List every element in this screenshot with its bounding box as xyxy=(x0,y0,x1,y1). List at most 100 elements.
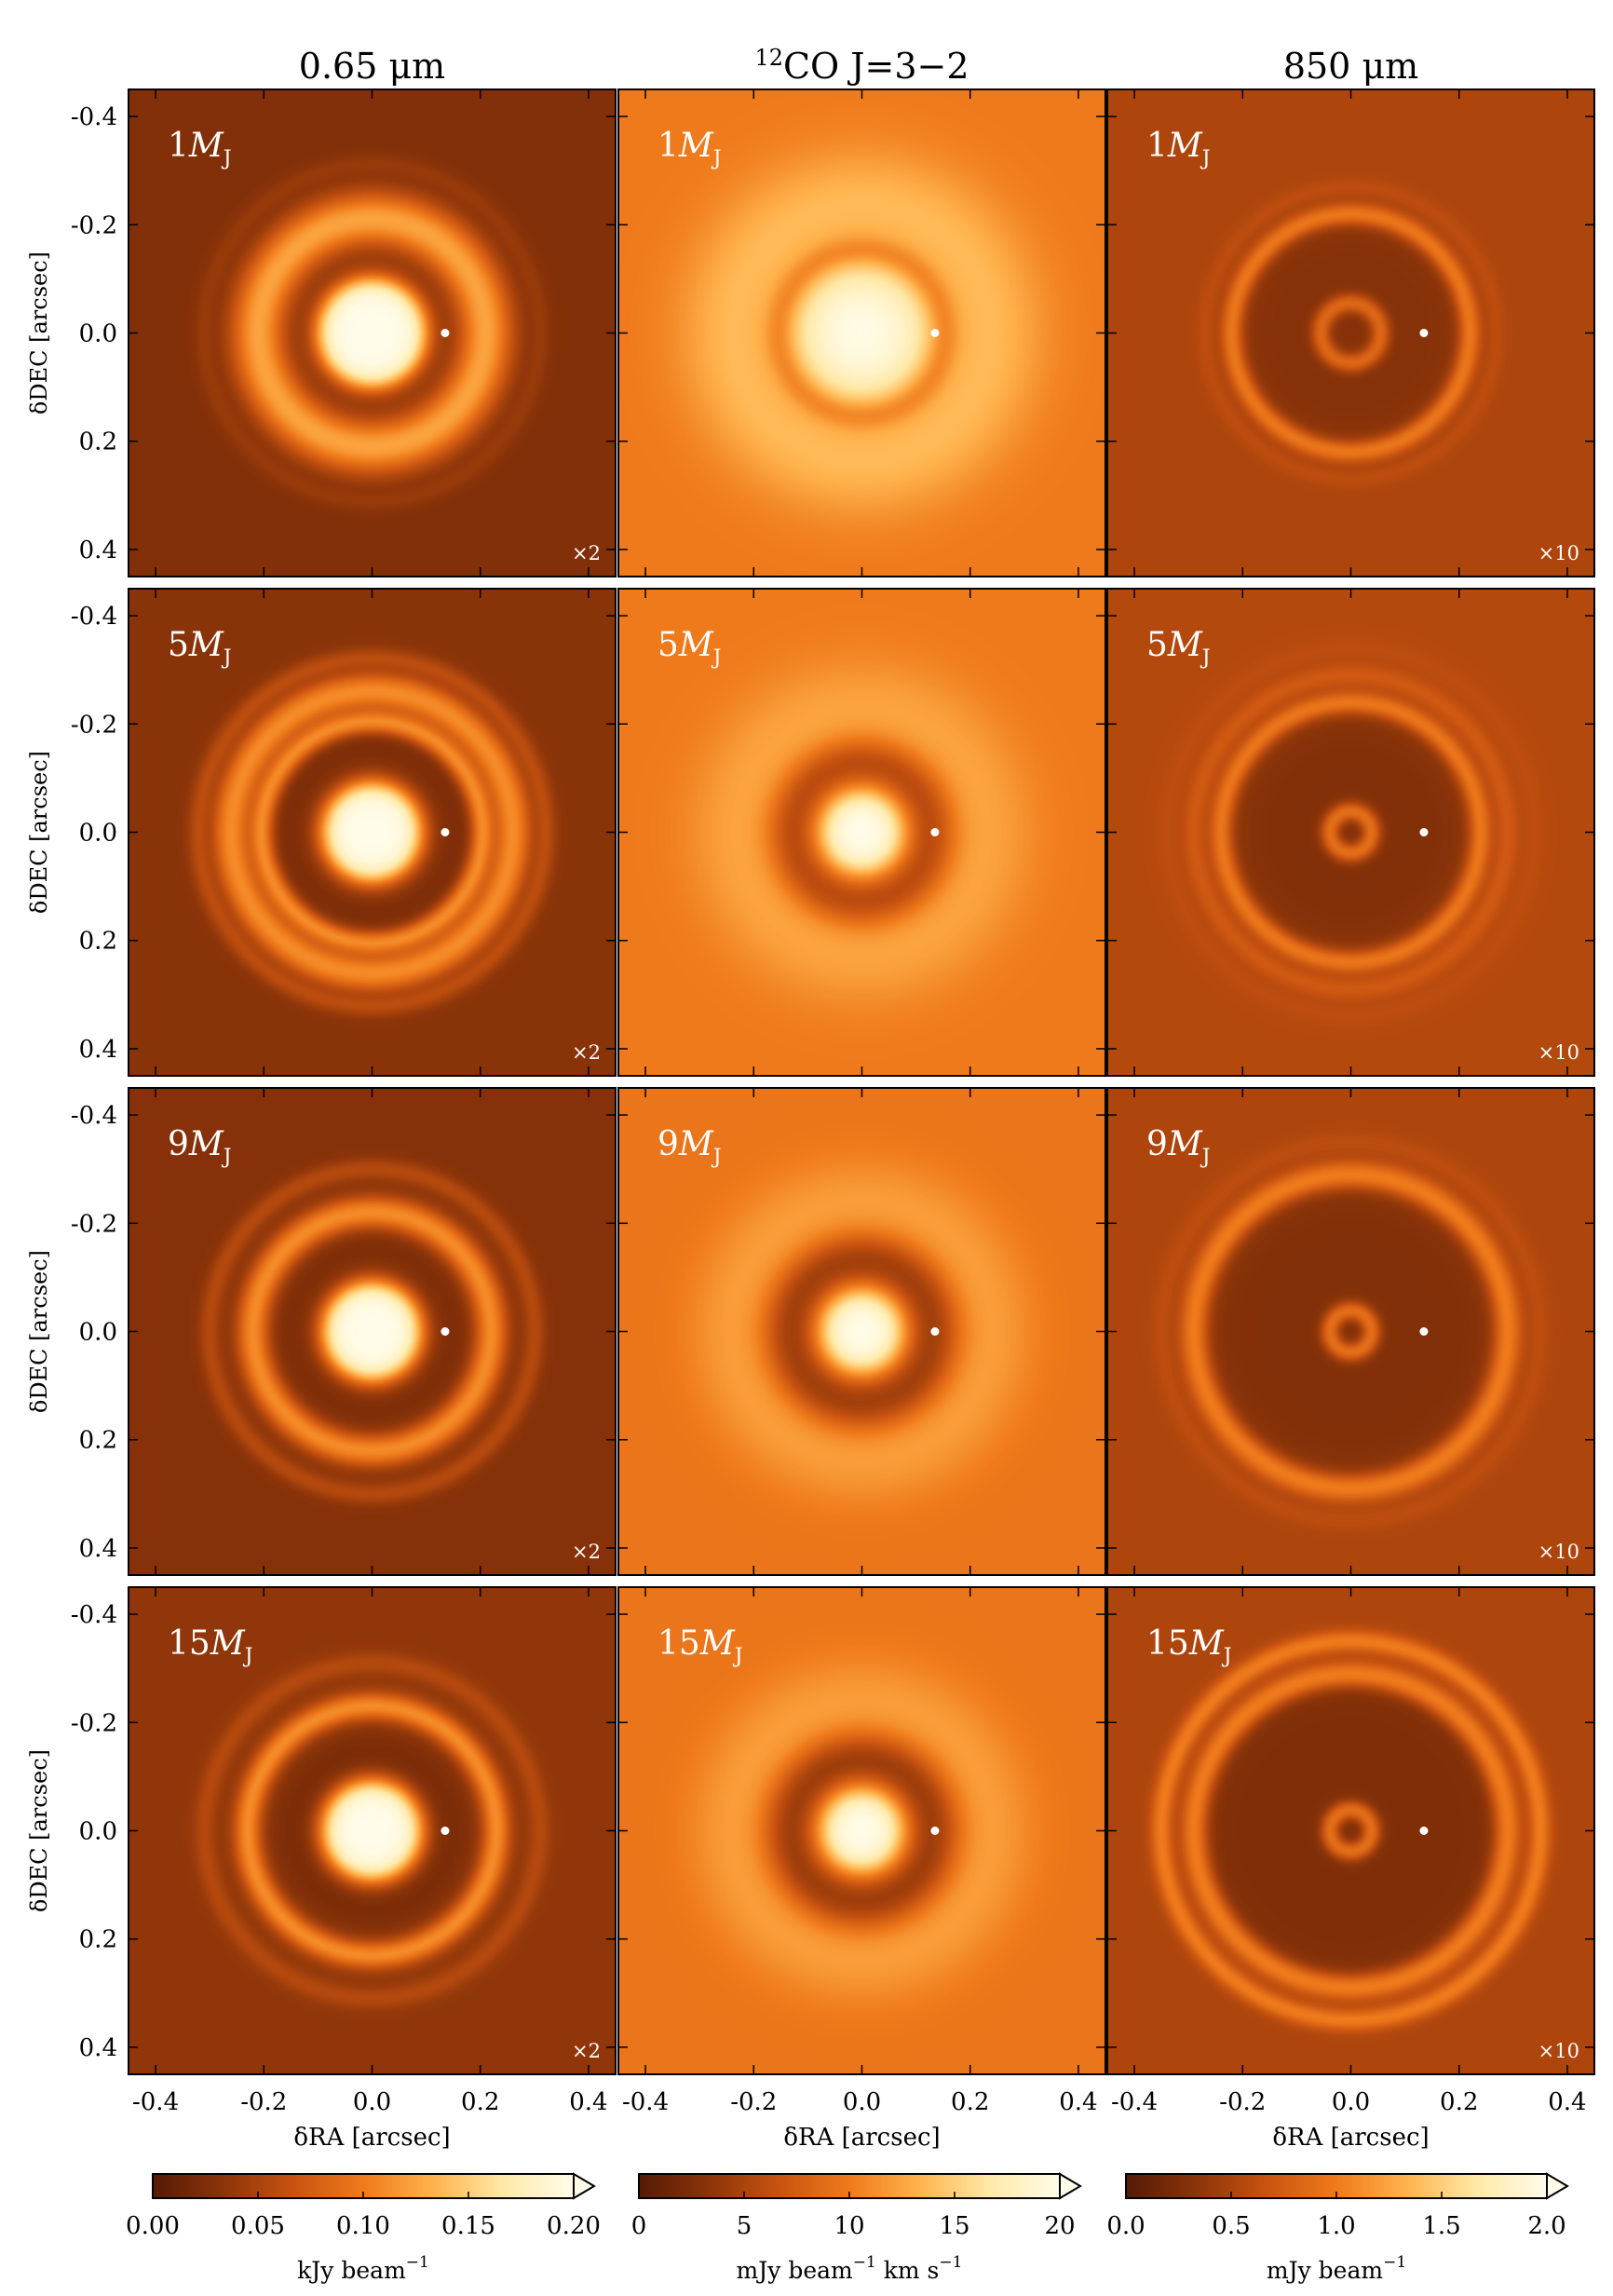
x-tick-label: -0.4 xyxy=(1111,2088,1158,2116)
y-tick-label: 0.0 xyxy=(79,820,117,848)
intensity-map xyxy=(618,89,1105,577)
map-panel-r0-c0: 1MJ ×2 xyxy=(129,89,616,577)
scale-multiplier: ×2 xyxy=(572,1041,601,1064)
map-panel-r3-c1: 15MJ xyxy=(618,1587,1105,2074)
mass-label: 5MJ xyxy=(657,626,722,670)
panel-grid: 1MJ ×2 1MJ 1MJ ×10 5MJ ×2 5MJ 5MJ ×10 9MJ ×2 9MJ 9MJ ×… xyxy=(129,89,1594,2074)
scale-multiplier: ×2 xyxy=(572,542,601,564)
mass-label: 9MJ xyxy=(657,1125,722,1169)
colorbar-tick-label: 1.0 xyxy=(1317,2212,1355,2240)
x-tick-label: 0.0 xyxy=(353,2088,391,2116)
x-tick-label: -0.2 xyxy=(730,2088,777,2116)
mass-label: 9MJ xyxy=(1146,1125,1211,1169)
y-tick-label: 0.2 xyxy=(79,1926,117,1954)
colorbar-extend-arrow xyxy=(1059,2172,1082,2200)
mass-label: 1MJ xyxy=(657,127,722,170)
colorbars: 0.00 0.05 0.10 0.15 0.20 kJy beam−1 0 5 10 15 20 mJ… xyxy=(126,2172,1569,2284)
colorbar-tick-label: 0.05 xyxy=(231,2212,285,2240)
planet-marker xyxy=(1419,828,1429,836)
colorbar-tick-label: 20 xyxy=(1044,2212,1075,2240)
map-panel-r2-c1: 9MJ xyxy=(618,1088,1105,1575)
intensity-map xyxy=(129,589,616,1076)
colorbar-tick-label: 2.0 xyxy=(1527,2212,1566,2240)
scale-multiplier: ×2 xyxy=(572,2040,601,2062)
map-panel-r2-c2: 9MJ ×10 xyxy=(1107,1088,1594,1575)
axes: 0.4 0.2 0.0 -0.2 -0.4 δDEC [arcsec] 0.4 0.2 0.0 -… xyxy=(26,88,1595,2152)
colorbar-label: mJy beam−1 km s−1 xyxy=(737,2253,963,2284)
x-tick-label: 0.0 xyxy=(1332,2088,1370,2116)
colorbar-label: mJy beam−1 xyxy=(1267,2253,1406,2284)
y-tick-label: -0.4 xyxy=(71,1601,117,1629)
map-panel-r0-c1: 1MJ xyxy=(618,89,1105,577)
colorbar-label: kJy beam−1 xyxy=(297,2253,429,2284)
planet-marker xyxy=(930,1327,940,1336)
colorbar-tick-label: 0.20 xyxy=(547,2212,601,2240)
planet-marker xyxy=(441,1327,450,1336)
column-title: 850 μm xyxy=(1283,46,1418,87)
column-title: 0.65 μm xyxy=(299,46,445,87)
x-tick-label: 0.4 xyxy=(1548,2088,1586,2116)
planet-marker xyxy=(441,329,450,337)
planet-marker xyxy=(930,329,940,337)
planet-marker xyxy=(441,1827,450,1835)
y-axis-label: δDEC [arcsec] xyxy=(26,1749,52,1912)
x-tick-label: 0.2 xyxy=(461,2088,499,2116)
y-tick-label: -0.2 xyxy=(71,1709,117,1737)
colorbar-tick-label: 15 xyxy=(939,2212,969,2240)
x-tick-label: 0.4 xyxy=(1059,2088,1097,2116)
scale-multiplier: ×10 xyxy=(1538,2040,1579,2062)
colorbar-tick-label: 0.0 xyxy=(1106,2212,1145,2240)
y-tick-label: 0.2 xyxy=(79,928,117,956)
x-axis-label: δRA [arcsec] xyxy=(1272,2124,1429,2152)
colorbar-tick-label: 0.00 xyxy=(126,2212,180,2240)
map-panel-r1-c0: 5MJ ×2 xyxy=(129,589,616,1076)
mass-label: 15MJ xyxy=(168,1624,253,1668)
y-tick-label: 0.0 xyxy=(79,1818,117,1846)
colorbar-extend-arrow xyxy=(573,2172,596,2200)
y-tick-label: 0.4 xyxy=(79,1036,117,1064)
scale-multiplier: ×10 xyxy=(1538,542,1579,564)
scale-multiplier: ×10 xyxy=(1538,1541,1579,1563)
y-tick-label: 0.2 xyxy=(79,1427,117,1455)
map-panel-r1-c1: 5MJ xyxy=(618,589,1105,1076)
y-axis-label: δDEC [arcsec] xyxy=(26,751,52,914)
x-tick-label: -0.2 xyxy=(1219,2088,1266,2116)
map-panel-r3-c0: 15MJ ×2 xyxy=(129,1587,616,2074)
intensity-map xyxy=(129,1587,616,2074)
y-tick-label: 0.4 xyxy=(79,2034,117,2062)
intensity-map xyxy=(618,1587,1105,2074)
intensity-map xyxy=(1107,89,1594,577)
y-tick-label: 0.2 xyxy=(79,428,117,456)
x-tick-label: -0.4 xyxy=(622,2088,669,2116)
x-tick-label: 0.2 xyxy=(1440,2088,1478,2116)
intensity-map xyxy=(618,589,1105,1076)
planet-marker xyxy=(1419,1827,1429,1835)
x-tick-label: 0.2 xyxy=(951,2088,989,2116)
column-title: 12CO J=3−2 xyxy=(754,45,969,87)
x-tick-label: 0.0 xyxy=(843,2088,881,2116)
colorbar: 0.00 0.05 0.10 0.15 0.20 kJy beam−1 xyxy=(126,2172,601,2284)
y-tick-label: 0.0 xyxy=(79,1319,117,1347)
intensity-map xyxy=(1107,589,1594,1076)
planet-marker xyxy=(930,1827,940,1835)
mass-label: 15MJ xyxy=(657,1624,743,1668)
map-panel-r0-c2: 1MJ ×10 xyxy=(1107,89,1594,577)
y-tick-label: 0.0 xyxy=(79,320,117,348)
mass-label: 1MJ xyxy=(1146,127,1211,170)
scale-multiplier: ×2 xyxy=(572,1541,601,1563)
planet-marker xyxy=(930,828,940,836)
colorbar-tick-label: 1.5 xyxy=(1422,2212,1460,2240)
mass-label: 5MJ xyxy=(1146,626,1211,670)
mass-label: 15MJ xyxy=(1146,1624,1232,1668)
intensity-map xyxy=(1107,1088,1594,1575)
mass-label: 9MJ xyxy=(168,1125,232,1169)
planet-marker xyxy=(1419,1327,1429,1336)
x-tick-label: -0.4 xyxy=(132,2088,179,2116)
y-tick-label: -0.2 xyxy=(71,1210,117,1238)
colorbar-tick-label: 10 xyxy=(834,2212,864,2240)
scale-multiplier: ×10 xyxy=(1538,1041,1579,1064)
y-tick-label: 0.4 xyxy=(79,537,117,564)
planet-marker xyxy=(1419,329,1429,337)
x-tick-label: -0.2 xyxy=(240,2088,287,2116)
